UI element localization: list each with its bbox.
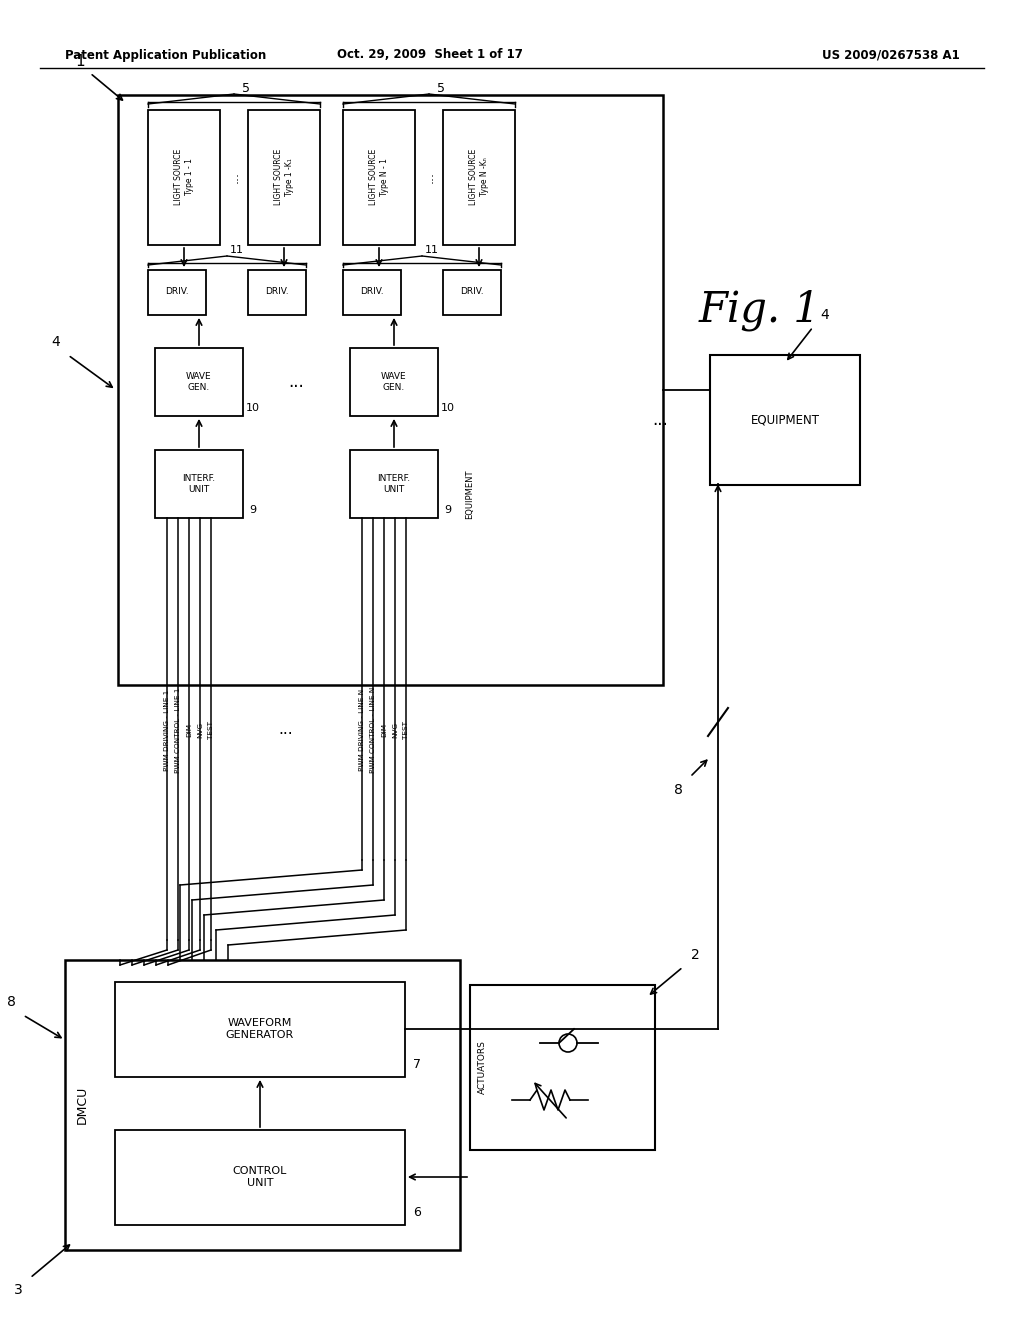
FancyBboxPatch shape bbox=[443, 271, 501, 315]
Text: 7: 7 bbox=[413, 1059, 421, 1072]
Text: INTERF.
UNIT: INTERF. UNIT bbox=[378, 474, 411, 494]
Text: EQUIPMENT: EQUIPMENT bbox=[751, 413, 819, 426]
Text: LIGHT SOURCE
Type 1 -K₁: LIGHT SOURCE Type 1 -K₁ bbox=[274, 149, 294, 205]
Text: PWM CONTROL - LINE 1: PWM CONTROL - LINE 1 bbox=[175, 688, 181, 772]
Text: Fig. 1: Fig. 1 bbox=[699, 289, 821, 331]
Text: Patent Application Publication: Patent Application Publication bbox=[65, 49, 266, 62]
Text: 11: 11 bbox=[425, 246, 439, 255]
Text: ...: ... bbox=[227, 172, 241, 183]
Text: WAVEFORM
GENERATOR: WAVEFORM GENERATOR bbox=[226, 1018, 294, 1040]
FancyBboxPatch shape bbox=[155, 450, 243, 517]
FancyBboxPatch shape bbox=[65, 960, 460, 1250]
Text: 2: 2 bbox=[690, 948, 699, 962]
Text: 4: 4 bbox=[51, 335, 60, 348]
FancyBboxPatch shape bbox=[148, 110, 220, 246]
Text: NVG: NVG bbox=[392, 722, 398, 738]
Text: 9: 9 bbox=[444, 506, 452, 515]
Text: 5: 5 bbox=[242, 82, 250, 95]
FancyBboxPatch shape bbox=[115, 1130, 406, 1225]
Text: DRIV.: DRIV. bbox=[165, 288, 188, 297]
Text: 1: 1 bbox=[75, 54, 85, 69]
Text: EQUIPMENT: EQUIPMENT bbox=[466, 469, 474, 519]
Text: CONTROL
UNIT: CONTROL UNIT bbox=[232, 1166, 287, 1188]
Text: DMCU: DMCU bbox=[76, 1086, 88, 1125]
Text: US 2009/0267538 A1: US 2009/0267538 A1 bbox=[822, 49, 961, 62]
Text: WAVE
GEN.: WAVE GEN. bbox=[186, 372, 212, 392]
FancyBboxPatch shape bbox=[470, 985, 655, 1150]
FancyBboxPatch shape bbox=[710, 355, 860, 484]
Text: 4: 4 bbox=[820, 308, 829, 322]
FancyBboxPatch shape bbox=[118, 95, 663, 685]
FancyBboxPatch shape bbox=[248, 271, 306, 315]
FancyBboxPatch shape bbox=[343, 271, 401, 315]
Text: ...: ... bbox=[423, 172, 435, 183]
Text: 8: 8 bbox=[6, 995, 15, 1008]
Text: 5: 5 bbox=[437, 82, 445, 95]
Text: ...: ... bbox=[652, 411, 668, 429]
Text: ...: ... bbox=[288, 374, 304, 391]
Text: 8: 8 bbox=[674, 783, 682, 797]
FancyBboxPatch shape bbox=[155, 348, 243, 416]
Text: ...: ... bbox=[279, 722, 293, 738]
Text: 10: 10 bbox=[441, 403, 455, 413]
Text: 6: 6 bbox=[413, 1206, 421, 1220]
FancyBboxPatch shape bbox=[148, 271, 206, 315]
Text: DIM: DIM bbox=[186, 723, 193, 737]
Text: 11: 11 bbox=[230, 246, 244, 255]
Text: INTERF.
UNIT: INTERF. UNIT bbox=[182, 474, 216, 494]
Text: DRIV.: DRIV. bbox=[460, 288, 483, 297]
Text: WAVE
GEN.: WAVE GEN. bbox=[381, 372, 407, 392]
FancyBboxPatch shape bbox=[350, 450, 438, 517]
Text: ACTUATORS: ACTUATORS bbox=[477, 1040, 486, 1094]
FancyBboxPatch shape bbox=[248, 110, 319, 246]
FancyBboxPatch shape bbox=[115, 982, 406, 1077]
Text: 3: 3 bbox=[13, 1283, 23, 1298]
Text: PWM DRIVING - LINE N: PWM DRIVING - LINE N bbox=[359, 689, 365, 771]
FancyBboxPatch shape bbox=[443, 110, 515, 246]
Text: Oct. 29, 2009  Sheet 1 of 17: Oct. 29, 2009 Sheet 1 of 17 bbox=[337, 49, 523, 62]
FancyBboxPatch shape bbox=[343, 110, 415, 246]
Text: NVG: NVG bbox=[197, 722, 203, 738]
Text: DIM: DIM bbox=[381, 723, 387, 737]
Text: LIGHT SOURCE
Type N -Kₙ: LIGHT SOURCE Type N -Kₙ bbox=[469, 149, 488, 205]
Text: DRIV.: DRIV. bbox=[360, 288, 384, 297]
Text: TEST: TEST bbox=[208, 721, 214, 739]
Text: 10: 10 bbox=[246, 403, 260, 413]
FancyBboxPatch shape bbox=[350, 348, 438, 416]
Text: DRIV.: DRIV. bbox=[265, 288, 289, 297]
Text: PWM CONTROL - LINE N: PWM CONTROL - LINE N bbox=[370, 686, 376, 774]
Text: LIGHT SOURCE
Type 1 - 1: LIGHT SOURCE Type 1 - 1 bbox=[174, 149, 194, 205]
Text: PWM DRIVING - LINE 1: PWM DRIVING - LINE 1 bbox=[164, 689, 170, 771]
Text: 9: 9 bbox=[250, 506, 257, 515]
Text: LIGHT SOURCE
Type N - 1: LIGHT SOURCE Type N - 1 bbox=[370, 149, 389, 205]
Text: TEST: TEST bbox=[403, 721, 409, 739]
